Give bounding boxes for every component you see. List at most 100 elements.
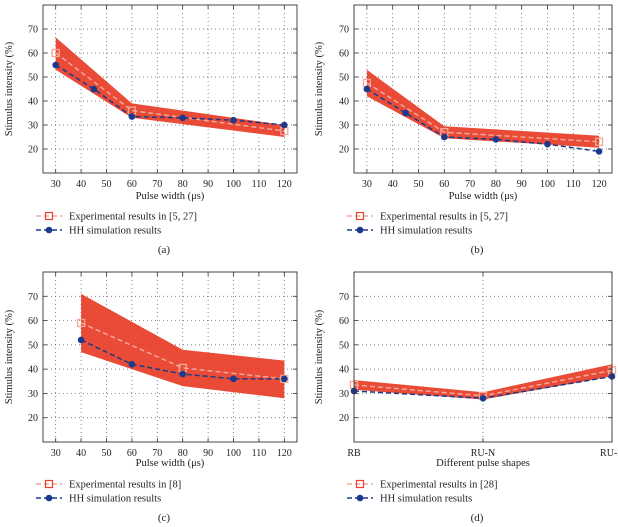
legend-marker-square xyxy=(44,479,54,489)
data-point-square xyxy=(594,137,604,146)
data-point-circle xyxy=(544,140,551,148)
series-line-1 xyxy=(80,322,285,380)
legend-label: HH simulation results xyxy=(380,494,472,505)
legend-marker-circle xyxy=(356,494,364,502)
y-tick-label: 70 xyxy=(339,25,349,36)
x-tick-label: 30 xyxy=(51,179,61,190)
y-axis-label: Stimulus intensity (%) xyxy=(4,309,15,404)
data-point-circle xyxy=(77,336,85,344)
legend: Experimental results in [8] HH simulation… xyxy=(36,480,181,505)
data-point-circle xyxy=(595,148,603,155)
legend: Experimental results in [28] HH simulatio… xyxy=(347,480,498,505)
series-line-2 xyxy=(366,88,600,153)
y-tick-label: 50 xyxy=(28,73,38,84)
y-tick-label: 70 xyxy=(28,292,38,303)
y-tick-label: 60 xyxy=(339,49,349,60)
data-point-circle xyxy=(479,394,487,402)
x-tick-label: 90 xyxy=(517,179,527,190)
axes-frame xyxy=(353,4,613,174)
x-tick-label: 40 xyxy=(76,448,86,459)
x-tick-label: 80 xyxy=(491,179,501,190)
y-tick-label: 50 xyxy=(339,73,349,84)
legend-marker-circle xyxy=(356,226,364,234)
legend-label: Experimental results in [8] xyxy=(69,480,181,491)
legend-label: HH simulation results xyxy=(380,226,472,237)
data-point-circle xyxy=(281,121,288,129)
legend-label: Experimental results in [5, 27] xyxy=(380,212,508,223)
data-point-circle xyxy=(179,370,186,378)
y-tick-label: 40 xyxy=(339,97,349,108)
x-tick-label: 70 xyxy=(465,179,475,190)
series-line-2 xyxy=(55,64,285,126)
legend: Experimental results in [5, 27] HH simula… xyxy=(36,212,197,237)
x-tick-label: RU-N xyxy=(471,448,495,459)
y-tick-label: 20 xyxy=(339,145,349,156)
y-tick-label: 60 xyxy=(339,316,349,327)
confidence-band xyxy=(354,364,612,400)
data-point-circle xyxy=(363,85,371,93)
data-point-circle xyxy=(128,360,136,368)
x-tick-label: 50 xyxy=(102,179,112,190)
data-point-circle xyxy=(128,113,136,120)
x-tick-label: 100 xyxy=(540,179,555,190)
y-tick-label: 40 xyxy=(28,97,38,108)
axes-frame xyxy=(42,4,298,174)
x-tick-label: 90 xyxy=(203,179,213,190)
y-tick-label: 30 xyxy=(28,121,38,132)
x-tick-label: 110 xyxy=(252,179,267,190)
data-point-circle xyxy=(492,136,500,143)
y-axis-label: Stimulus intensity (%) xyxy=(4,41,15,136)
y-tick-label: 40 xyxy=(339,365,349,376)
y-tick-label: 20 xyxy=(28,145,38,156)
legend-label: Experimental results in [28] xyxy=(380,480,498,491)
legend-marker-circle xyxy=(45,494,53,502)
y-tick-label: 30 xyxy=(339,389,349,400)
y-tick-label: 60 xyxy=(28,316,38,327)
x-tick-label: 80 xyxy=(178,179,188,190)
y-tick-label: 20 xyxy=(28,413,38,424)
legend: Experimental results in [5, 27] HH simula… xyxy=(347,212,508,237)
x-tick-label: 60 xyxy=(127,179,137,190)
x-axis-label: Pulse width (μs) xyxy=(136,191,205,202)
x-tick-label: 100 xyxy=(226,448,241,459)
x-tick-label: 120 xyxy=(277,179,292,190)
x-tick-label: 40 xyxy=(76,179,86,190)
x-tick-label: 70 xyxy=(152,448,162,459)
subplot-label: (b) xyxy=(471,244,484,256)
y-tick-label: 50 xyxy=(339,340,349,351)
y-tick-label: 20 xyxy=(339,413,349,424)
data-point-circle xyxy=(52,61,59,69)
x-tick-label: RU-R xyxy=(600,448,618,459)
confidence-band xyxy=(81,293,285,399)
data-point-circle xyxy=(402,109,409,117)
x-tick-label: 50 xyxy=(102,448,112,459)
chart-panel-4: RB RU-N RU-R 20 30 40 50 60 70 Different pulse sh… xyxy=(314,271,618,524)
data-point-circle xyxy=(230,375,237,383)
x-tick-label: RB xyxy=(347,448,361,459)
x-tick-label: 40 xyxy=(388,179,398,190)
chart-panel-1: 30 40 50 60 70 80 90 100 110 120203040506070Pulse… xyxy=(4,4,298,256)
x-axis-label: Pulse width (μs) xyxy=(449,191,518,202)
subplot-label: (a) xyxy=(158,244,171,256)
x-tick-label: 60 xyxy=(127,448,137,459)
x-tick-label: 90 xyxy=(203,448,213,459)
x-tick-label: 110 xyxy=(566,179,581,190)
data-point-circle xyxy=(179,114,186,122)
x-tick-label: 100 xyxy=(226,179,241,190)
data-point-circle xyxy=(281,375,288,383)
legend-label: Experimental results in [5, 27] xyxy=(69,212,197,223)
x-tick-label: 30 xyxy=(51,448,61,459)
x-tick-label: 30 xyxy=(362,179,372,190)
data-point-square xyxy=(280,374,289,384)
chart-panel-3: 30 40 50 60 70 80 90 100 110 120203040506070Pulse… xyxy=(4,271,298,524)
y-tick-label: 50 xyxy=(28,340,38,351)
legend-label: HH simulation results xyxy=(69,226,161,237)
legend-marker-square xyxy=(44,211,54,221)
y-axis-label: Stimulus intensity (%) xyxy=(314,41,325,136)
data-point-square xyxy=(76,318,86,328)
subplot-label: (c) xyxy=(158,512,171,524)
x-tick-label: 110 xyxy=(252,448,267,459)
chart-panel-2: 30 40 50 60 70 80 90 100 110 120203040506070Pulse… xyxy=(314,4,613,256)
x-tick-label: 50 xyxy=(414,179,424,190)
